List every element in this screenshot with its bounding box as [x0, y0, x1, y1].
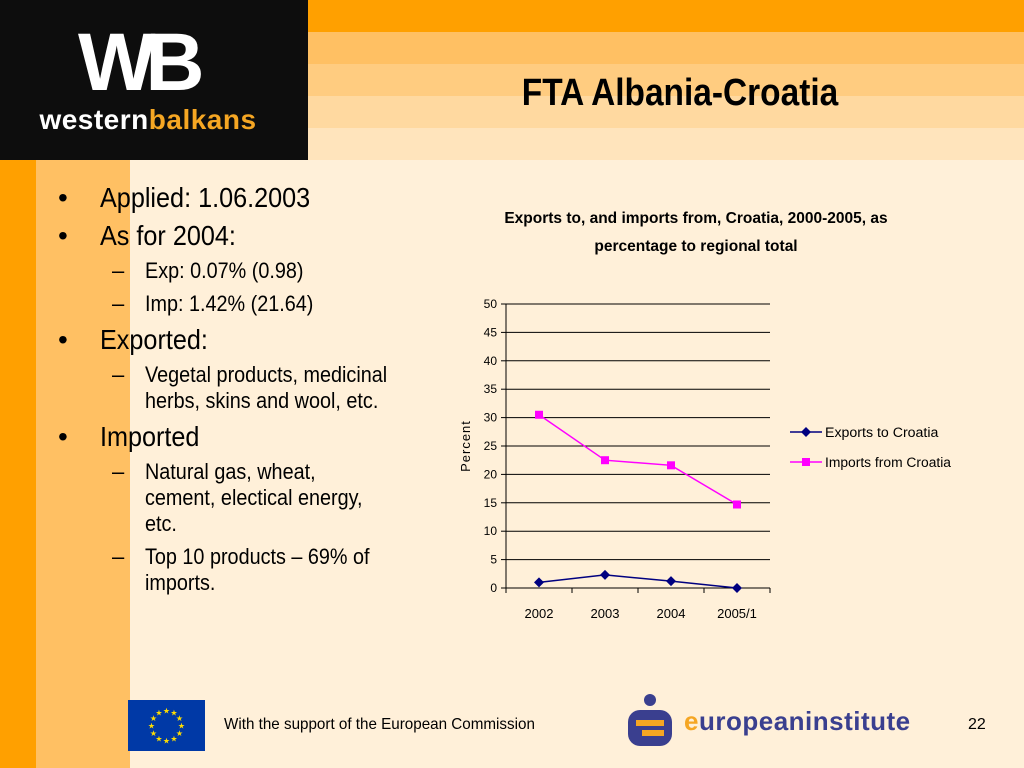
sub-bullet-item: – Exp: 0.07% (0.98)	[58, 258, 418, 284]
y-tick-label: 15	[484, 496, 498, 510]
eu-star: ★	[150, 729, 157, 738]
bullet-marker: •	[58, 220, 68, 251]
data-point-marker	[666, 576, 676, 587]
bullet-list: • Applied: 1.06.2003 • As for 2004: – Exp: 0.…	[58, 182, 418, 603]
european-institute-wordmark: europeaninstitute	[684, 706, 911, 737]
eu-flag: ★ ★ ★ ★ ★ ★ ★ ★ ★ ★ ★ ★	[128, 700, 205, 751]
eu-stars-icon: ★★★★★★★★★ ★ ★★	[148, 707, 185, 746]
data-point-marker	[534, 577, 544, 588]
content-background	[130, 160, 1024, 768]
y-tick-label: 25	[484, 439, 498, 453]
bullet-marker: •	[58, 324, 68, 355]
header-stripe	[308, 96, 1024, 128]
wb-w-letter: WB	[78, 17, 201, 104]
ei-e-letter: e	[684, 706, 699, 736]
line-chart: Exports to, and imports from, Croatia, 2…	[458, 210, 952, 621]
sub-bullet-marker: –	[112, 459, 125, 484]
wb-logo-mark: WB	[78, 17, 211, 104]
sub-bullet-text: Top 10 products – 69% of imports.	[145, 544, 370, 595]
page-number: 22	[968, 716, 986, 733]
header-stripe	[308, 64, 1024, 96]
data-point-marker	[733, 500, 741, 509]
header-stripe	[308, 32, 1024, 64]
y-tick-label: 50	[484, 297, 498, 311]
ei-rest-text: uropeaninstitute	[698, 706, 911, 736]
x-tick-label: 2005/1	[717, 606, 757, 621]
chart-title-line: percentage to regional total	[594, 238, 797, 255]
header-stripe	[308, 128, 1024, 160]
eu-star: ★	[170, 709, 177, 718]
logo-western: western	[39, 104, 149, 135]
data-point-marker	[600, 569, 610, 580]
x-tick-label: 2004	[657, 606, 686, 621]
sub-bullet-marker: –	[112, 544, 125, 569]
y-tick-label: 20	[484, 467, 498, 481]
y-tick-label: 35	[484, 382, 498, 396]
sub-bullet-item: – Imp: 1.42% (21.64)	[58, 291, 418, 317]
eu-star: ★	[176, 714, 183, 723]
bullet-marker: •	[58, 182, 68, 213]
x-tick-label: 2002	[525, 606, 554, 621]
european-institute-icon	[628, 694, 672, 746]
legend-label: Imports from Croatia	[825, 455, 952, 470]
sub-bullet-text: Imp: 1.42% (21.64)	[145, 291, 314, 316]
eu-star: ★	[155, 709, 162, 718]
slide-title: FTA Albania-Croatia	[521, 72, 839, 114]
eu-star: ★	[163, 737, 170, 746]
sub-bullet-text: Natural gas, wheat, cement, electical en…	[145, 459, 363, 536]
bullet-text: Applied: 1.06.2003	[100, 182, 311, 213]
data-point-marker	[535, 410, 543, 419]
eu-star: ★	[148, 722, 155, 731]
bullet-text: Imported	[100, 421, 200, 452]
bullet-marker: •	[58, 421, 68, 452]
sub-bullet-marker: –	[112, 362, 125, 387]
chart-title-line: Exports to, and imports from, Croatia, 2…	[504, 210, 887, 227]
sub-bullet-marker: –	[112, 291, 125, 316]
eu-star: ★	[176, 729, 183, 738]
legend-marker	[802, 458, 810, 466]
eu-star: ★	[163, 707, 170, 716]
series-line	[538, 574, 738, 589]
logo-balkans: balkans	[148, 104, 257, 135]
y-tick-label: 10	[484, 524, 498, 538]
logo-wordmark: westernbalkans	[0, 104, 296, 136]
data-point-marker	[667, 461, 675, 470]
sub-bullet-item: – Top 10 products – 69% of imports.	[58, 544, 418, 596]
bullet-text: As for 2004:	[100, 220, 236, 251]
eu-star: ★	[170, 734, 177, 743]
sub-bullet-marker: –	[112, 258, 125, 283]
bullet-item: • Imported	[58, 421, 418, 453]
bullet-text: Exported:	[100, 324, 208, 355]
y-axis-label: Percent	[458, 420, 473, 472]
legend-label: Exports to Croatia	[825, 425, 939, 440]
bullet-item: • Exported:	[58, 324, 418, 356]
y-tick-label: 40	[484, 354, 498, 368]
y-tick-label: 30	[484, 411, 498, 425]
eu-support-text: With the support of the European Commiss…	[224, 716, 535, 733]
data-point-marker	[601, 456, 609, 465]
eu-star: ★	[150, 714, 157, 723]
y-tick-label: 5	[490, 553, 497, 567]
eu-star: ★	[178, 722, 185, 731]
x-tick-label: 2003	[591, 606, 620, 621]
bullet-item: • Applied: 1.06.2003	[58, 182, 418, 214]
legend-marker	[801, 427, 811, 437]
y-tick-label: 45	[484, 325, 498, 339]
sub-bullet-text: Vegetal products, medicinal herbs, skins…	[145, 362, 388, 413]
western-balkans-logo: WB westernbalkans	[0, 0, 308, 160]
series-line	[538, 414, 738, 506]
sub-bullet-item: – Natural gas, wheat, cement, electical e…	[58, 459, 418, 537]
bullet-item: • As for 2004:	[58, 220, 418, 252]
sub-bullet-text: Exp: 0.07% (0.98)	[145, 258, 304, 283]
data-point-marker	[732, 583, 742, 593]
header-stripe	[308, 0, 1024, 32]
y-tick-label: 0	[490, 581, 497, 595]
sub-bullet-item: – Vegetal products, medicinal herbs, skin…	[58, 362, 418, 414]
eu-star: ★	[155, 734, 162, 743]
